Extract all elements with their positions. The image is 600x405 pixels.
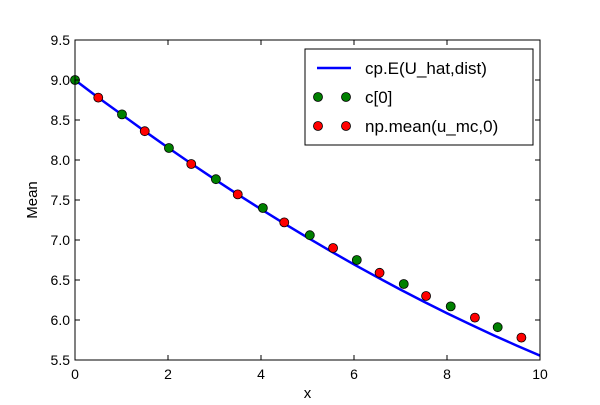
x-tick-label: 2 [164, 366, 172, 382]
data-point [516, 332, 527, 343]
y-tick-label: 6.5 [51, 272, 71, 288]
data-point [445, 301, 456, 312]
axis-ticks: 0 2 4 6 8 10 5.5 6.0 6.5 7.0 7.5 8.0 8.5 9.0 9.5 [51, 32, 548, 382]
data-layer [70, 75, 540, 357]
x-tick-label: 4 [257, 366, 265, 382]
data-point [398, 279, 409, 289]
data-point [351, 255, 362, 265]
y-tick-label: 5.5 [51, 352, 71, 368]
data-point [210, 174, 221, 185]
x-tick-label: 8 [443, 366, 451, 382]
data-point [374, 267, 385, 278]
legend-marker-swatch [341, 92, 351, 102]
data-point [279, 217, 290, 228]
y-axis-label: Mean [24, 181, 41, 219]
x-tick-label: 10 [532, 366, 548, 382]
legend-label: cp.E(U_hat,dist) [365, 59, 487, 78]
x-tick-label: 6 [350, 366, 358, 382]
legend-marker-swatch [313, 92, 323, 102]
legend: cp.E(U_hat,dist) c[0] np.mean(u_mc,0) [304, 48, 534, 146]
data-point [93, 92, 104, 103]
legend-marker-swatch [341, 121, 351, 131]
y-tick-label: 8.5 [51, 112, 71, 128]
data-point [186, 159, 197, 169]
y-tick-label: 7.5 [51, 192, 71, 208]
data-point [469, 312, 480, 323]
legend-label: c[0] [365, 88, 392, 107]
y-tick-label: 9.5 [51, 32, 71, 48]
data-point [257, 203, 268, 213]
data-point [421, 291, 431, 301]
legend-label: np.mean(u_mc,0) [365, 117, 498, 136]
x-axis-label: x [304, 385, 312, 400]
y-tick-label: 8.0 [51, 152, 71, 168]
data-point [328, 243, 338, 253]
data-point [492, 322, 503, 333]
data-point [304, 230, 315, 241]
x-tick-label: 0 [71, 366, 79, 382]
data-point [139, 126, 150, 137]
y-tick-label: 9.0 [51, 72, 71, 88]
y-tick-label: 6.0 [51, 312, 71, 328]
data-point [164, 143, 174, 153]
legend-marker-swatch [313, 121, 323, 131]
y-tick-label: 7.0 [51, 232, 71, 248]
data-point [232, 189, 243, 200]
data-point [117, 109, 127, 120]
